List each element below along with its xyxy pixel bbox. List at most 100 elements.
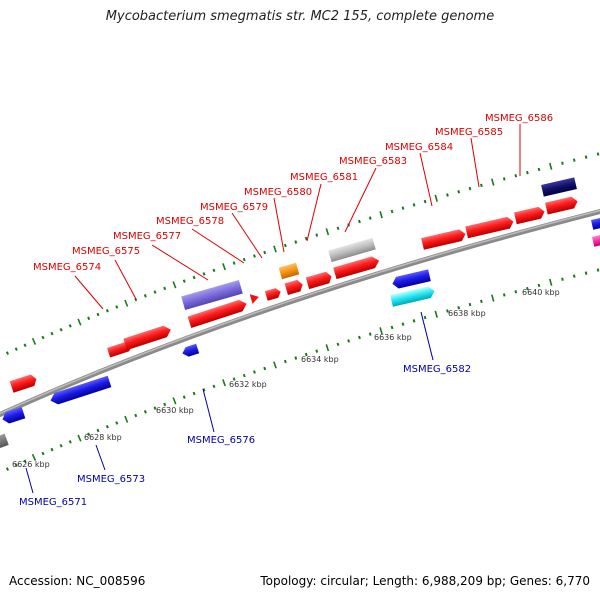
minor-tick [446, 193, 449, 197]
minor-tick [192, 275, 196, 280]
minor-tick [23, 459, 27, 464]
minor-tick [572, 274, 576, 278]
scale-label: 6626 kbp [12, 460, 50, 469]
minor-tick [596, 268, 600, 272]
gene-arrow [50, 375, 112, 405]
gene-arrow [392, 269, 431, 289]
minor-tick [294, 240, 298, 244]
minor-tick [457, 190, 461, 194]
minor-tick [105, 425, 109, 429]
major-tick [325, 228, 330, 236]
gene-label: MSMEG_6582 [403, 364, 471, 375]
minor-tick [358, 219, 361, 224]
minor-tick [446, 309, 449, 313]
minor-tick [423, 199, 427, 204]
minor-tick [153, 290, 157, 294]
major-tick [379, 211, 383, 219]
minor-tick [412, 319, 416, 323]
gene-label: MSMEG_6577 [113, 231, 181, 242]
minor-tick [561, 161, 564, 165]
minor-tick [468, 186, 472, 191]
gene-arrow [0, 433, 9, 449]
minor-tick [336, 342, 340, 347]
label-lines [25, 124, 521, 494]
minor-tick [561, 277, 564, 281]
minor-tick [50, 331, 54, 336]
minor-tick [182, 279, 186, 283]
minor-tick [87, 316, 91, 321]
scale-label: 6632 kbp [229, 380, 267, 389]
minor-tick [212, 268, 216, 273]
minor-tick [596, 152, 600, 156]
minor-tick [584, 271, 588, 275]
gene-label: MSMEG_6581 [290, 172, 358, 183]
gene-arrows [0, 177, 600, 449]
major-tick [549, 162, 553, 170]
gene-arrow [514, 206, 545, 225]
scale-label: 6640 kbp [522, 288, 560, 297]
gene-arrow [591, 233, 600, 247]
gene-arrow [333, 256, 380, 280]
gene-arrow [249, 294, 259, 304]
minor-tick [315, 349, 319, 353]
minor-tick [41, 335, 45, 340]
minor-tick [263, 366, 267, 371]
major-tick [124, 299, 129, 307]
minor-tick [232, 377, 236, 381]
minor-tick [143, 294, 147, 298]
tick-marks-lower [0, 268, 600, 475]
scale-label: 6628 kbp [84, 433, 122, 442]
minor-tick [68, 324, 72, 328]
genome-summary-text: Topology: circular; Length: 6,988,209 bp… [260, 574, 590, 588]
minor-tick [242, 257, 246, 262]
minor-tick [412, 203, 416, 207]
gene-label: MSMEG_6576 [187, 435, 255, 446]
gene-arrow [590, 216, 600, 230]
minor-tick [401, 206, 405, 210]
minor-tick [368, 216, 372, 220]
minor-tick [537, 167, 541, 172]
minor-tick [134, 413, 138, 418]
gene-arrow [545, 196, 578, 215]
minor-tick [480, 183, 483, 188]
major-tick [31, 453, 37, 461]
gene-labels-reverse: MSMEG_6571 MSMEG_6573 MSMEG_6576 MSMEG_6… [19, 364, 471, 508]
major-tick [124, 415, 129, 423]
major-tick [491, 294, 495, 302]
minor-tick [526, 170, 529, 175]
map-title: Mycobacterium smegmatis str. MC2 155, co… [105, 9, 495, 24]
gene-label: MSMEG_6580 [244, 187, 312, 198]
minor-tick [143, 410, 147, 414]
minor-tick [115, 421, 119, 425]
gene-arrow [305, 271, 332, 290]
minor-tick [304, 236, 308, 241]
minor-tick [96, 428, 100, 433]
major-tick [77, 318, 82, 326]
gene-label: MSMEG_6574 [33, 262, 101, 273]
major-tick [549, 278, 553, 286]
minor-tick [59, 443, 63, 448]
gene-arrow [123, 325, 171, 351]
major-tick [172, 281, 177, 289]
genome-backbone [0, 208, 600, 418]
major-tick [273, 245, 277, 253]
scale-label: 6630 kbp [156, 406, 194, 415]
gene-label: MSMEG_6584 [385, 142, 453, 153]
minor-tick [87, 432, 91, 437]
gene-arrow [181, 280, 243, 310]
minor-tick [105, 309, 109, 313]
minor-tick [242, 373, 246, 378]
minor-tick [368, 332, 372, 336]
gene-arrow [264, 288, 281, 301]
minor-tick [163, 402, 167, 407]
minor-tick [41, 451, 45, 456]
minor-tick [14, 347, 18, 351]
gene-arrow [390, 286, 435, 307]
minor-tick [358, 335, 361, 340]
minor-tick [526, 286, 529, 291]
minor-tick [253, 370, 256, 374]
accession-text: Accession: NC_008596 [9, 574, 146, 588]
gene-label: MSMEG_6585 [435, 127, 503, 138]
minor-tick [202, 388, 206, 392]
major-tick [434, 194, 438, 202]
